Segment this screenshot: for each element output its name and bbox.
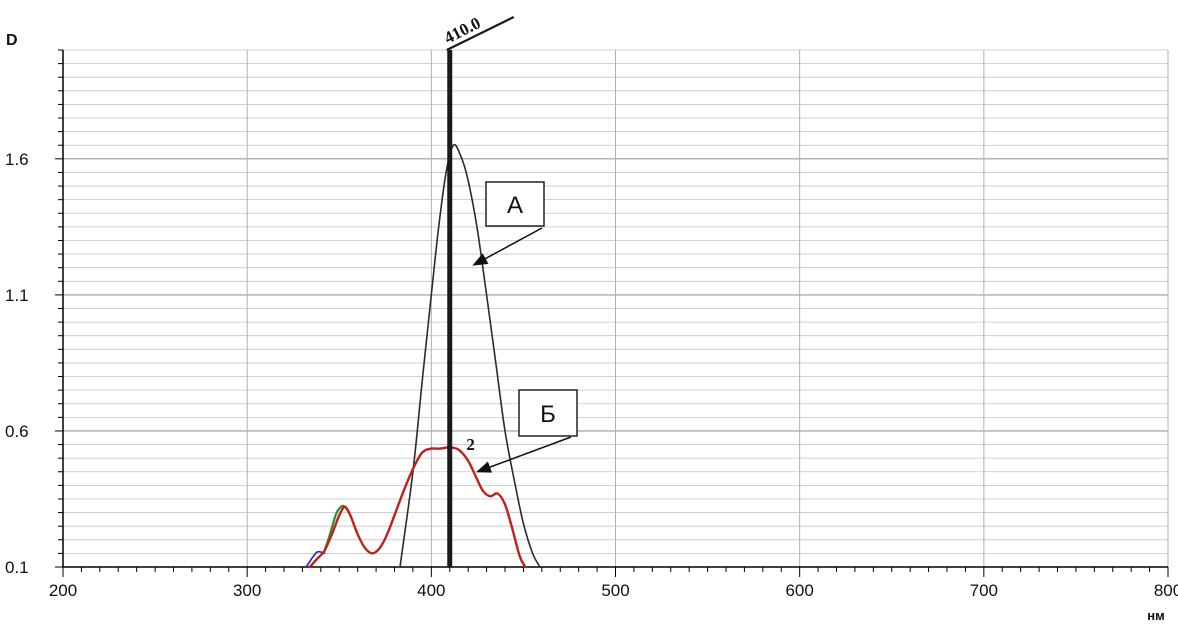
annotation-label: Б bbox=[540, 401, 556, 428]
series-line bbox=[305, 550, 326, 568]
y-tick-label: 0.6 bbox=[5, 422, 29, 441]
annotations: 2 А Б bbox=[466, 181, 578, 473]
y-axis-label: D bbox=[6, 32, 18, 49]
series-lines bbox=[305, 143, 541, 569]
axes bbox=[55, 49, 1169, 577]
x-tick-label: 400 bbox=[417, 581, 445, 600]
x-unit-label: нм bbox=[1147, 608, 1164, 623]
y-tick-label: 1.6 bbox=[5, 150, 29, 169]
x-tick-label: 800 bbox=[1154, 581, 1178, 600]
series-line bbox=[399, 143, 541, 568]
series-line bbox=[308, 446, 527, 569]
grid-lines bbox=[63, 49, 1169, 567]
y-tick-label: 0.1 bbox=[5, 558, 29, 577]
x-tick-label: 200 bbox=[49, 581, 77, 600]
marker-leader bbox=[446, 16, 515, 51]
x-tick-label: 700 bbox=[970, 581, 998, 600]
x-tick-label: 600 bbox=[785, 581, 813, 600]
curve-number-label: 2 bbox=[466, 435, 475, 454]
x-tick-label: 500 bbox=[601, 581, 629, 600]
tick-labels: 200 300 400 500 600 700 800 0.1 0.6 1.1 1.6 Dнм bbox=[5, 32, 1178, 623]
peak-marker: 410.0 bbox=[441, 13, 515, 567]
y-tick-label: 1.1 bbox=[5, 286, 29, 305]
annotation-label: А bbox=[507, 192, 523, 219]
annotation-arrow bbox=[472, 227, 543, 266]
x-tick-label: 300 bbox=[233, 581, 261, 600]
annotation-box bbox=[518, 389, 578, 437]
annotation-arrow bbox=[475, 436, 572, 473]
annotation-box bbox=[485, 181, 545, 227]
